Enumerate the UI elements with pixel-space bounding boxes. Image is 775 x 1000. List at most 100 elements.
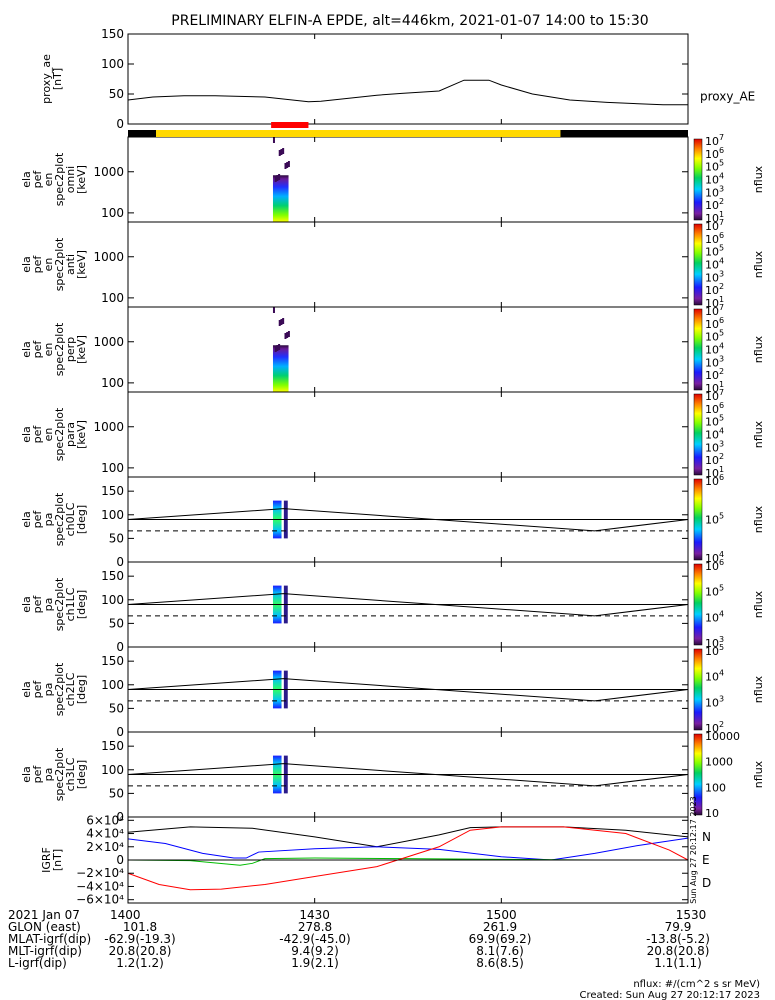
science-zone-marker — [271, 122, 309, 128]
spectrogram-speckle — [284, 333, 287, 339]
y-axis-label: pef — [31, 425, 44, 444]
spectrogram-data — [272, 175, 289, 222]
y-axis-label: pef — [31, 680, 44, 699]
ephemeris-value: -42.9(-45.0) — [279, 932, 350, 946]
colorbar-title: nflux — [752, 675, 765, 703]
y-tick-label: 150 — [101, 27, 124, 41]
colorbar-title: nflux — [752, 590, 765, 618]
y-axis-label: pa — [42, 598, 55, 612]
y-tick-label: 0 — [116, 117, 124, 131]
panel-frame-en_para — [127, 391, 689, 478]
spectrogram-speckle — [280, 149, 283, 155]
panel-frame-proxy_ae — [127, 33, 689, 125]
y-axis-label: ela — [20, 171, 33, 188]
panel-frame-en_omni — [127, 136, 689, 223]
ephemeris-label: GLON (east) — [8, 920, 81, 934]
y-tick-label: 50 — [109, 87, 124, 101]
spectrogram-speckle — [282, 148, 285, 154]
y-axis-label: ela — [20, 341, 33, 358]
spectrogram-speckle — [272, 137, 275, 143]
time-tick-label: 1500 — [486, 908, 517, 922]
y-axis-label: proxy_ae — [40, 54, 53, 104]
y-axis-label: spec2plot — [53, 747, 66, 801]
y-axis-label: pef — [31, 340, 44, 359]
colorbar — [693, 308, 703, 391]
y-tick-label: 1000 — [93, 250, 124, 264]
colorbar — [693, 648, 703, 731]
y-axis-label: [deg] — [75, 505, 88, 534]
y-tick-label: 100 — [101, 291, 124, 305]
y-axis-label: pef — [31, 765, 44, 784]
ephemeris-value: 278.8 — [298, 920, 332, 934]
y-tick-label: 150 — [101, 654, 124, 668]
y-axis-label: ch1LC — [64, 587, 77, 621]
ephemeris-label: MLAT-igrf(dip) — [8, 932, 91, 946]
igrf-legend-n: N — [702, 830, 711, 844]
y-tick-label: 4×10⁴ — [86, 827, 124, 841]
colorbar-title: nflux — [752, 165, 765, 193]
igrf-e-line — [127, 837, 689, 861]
y-axis-label: [deg] — [75, 675, 88, 704]
units-note: nflux: #/(cm^2 s sr MeV) — [633, 979, 760, 990]
y-axis-label: ch2LC — [64, 672, 77, 706]
created-note: Created: Sun Aug 27 20:12:17 2023 — [580, 990, 760, 1000]
y-tick-label: 100 — [101, 376, 124, 390]
colorbar-tick-label: 105 — [705, 643, 724, 658]
y-axis-label: pa — [42, 513, 55, 527]
ephemeris-label: MLT-igrf(dip) — [8, 944, 82, 958]
ephemeris-value: 261.9 — [483, 920, 517, 934]
spectrogram-speckle — [286, 332, 289, 338]
y-tick-label: 0 — [116, 853, 124, 867]
y-tick-label: 50 — [109, 701, 124, 715]
y-axis-label: en — [42, 343, 55, 357]
spectrogram-speckle — [278, 150, 281, 156]
y-axis-label: spec2plot — [53, 407, 66, 461]
ephemeris-value: 1.9(2.1) — [291, 956, 339, 970]
colorbar — [693, 733, 703, 816]
ephemeris-value: 8.6(8.5) — [476, 956, 524, 970]
colorbar — [693, 138, 703, 221]
y-tick-label: 6×10⁴ — [86, 813, 124, 827]
spectrogram-speckle — [284, 163, 287, 169]
colorbar-title: nflux — [752, 420, 765, 448]
spectrogram-speckle — [280, 319, 283, 325]
y-tick-label: 0 — [116, 725, 124, 739]
y-axis-label: [nT] — [51, 849, 64, 871]
y-tick-label: 1000 — [93, 165, 124, 179]
y-tick-label: 50 — [109, 616, 124, 630]
colorbar-title: nflux — [752, 760, 765, 788]
y-axis-label: en — [42, 258, 55, 272]
y-axis-label: para — [64, 422, 77, 447]
proxy-ae-label: proxy_AE — [700, 90, 755, 104]
y-tick-label: 0 — [116, 810, 124, 824]
ephemeris-value: -62.9(-19.3) — [104, 932, 175, 946]
y-axis-label: ela — [20, 596, 33, 613]
y-axis-label: pef — [31, 510, 44, 529]
y-axis-label: en — [42, 173, 55, 187]
y-axis-label: ch3LC — [64, 757, 77, 791]
spectrogram-speckle — [274, 346, 277, 352]
y-axis-label: spec2plot — [53, 492, 66, 546]
orbit-bar-segment — [156, 130, 561, 137]
colorbar-tick-label: 100 — [705, 781, 726, 794]
y-axis-label: [nT] — [51, 68, 64, 90]
y-axis-label: spec2plot — [53, 577, 66, 631]
y-tick-label: 100 — [101, 763, 124, 777]
colorbar-tick-label: 105 — [705, 512, 724, 527]
ephemeris-value: 79.9 — [665, 920, 692, 934]
y-tick-label: 100 — [101, 461, 124, 475]
spectrogram-speckle — [272, 307, 275, 313]
igrf-legend-d: D — [702, 876, 711, 890]
colorbar-tick-label: 104 — [705, 669, 724, 684]
colorbar — [693, 563, 703, 646]
spectrogram-speckle — [286, 162, 289, 168]
y-axis-label: pef — [31, 255, 44, 274]
y-axis-label: en — [42, 428, 55, 442]
colorbar — [693, 478, 703, 561]
ephemeris-value: 9.4(9.2) — [291, 944, 339, 958]
spectrogram-speckle — [274, 176, 277, 182]
igrf-legend-e: E — [702, 853, 710, 867]
y-tick-label: 100 — [101, 206, 124, 220]
colorbar-tick-label: 106 — [705, 473, 724, 488]
y-axis-label: ela — [20, 681, 33, 698]
